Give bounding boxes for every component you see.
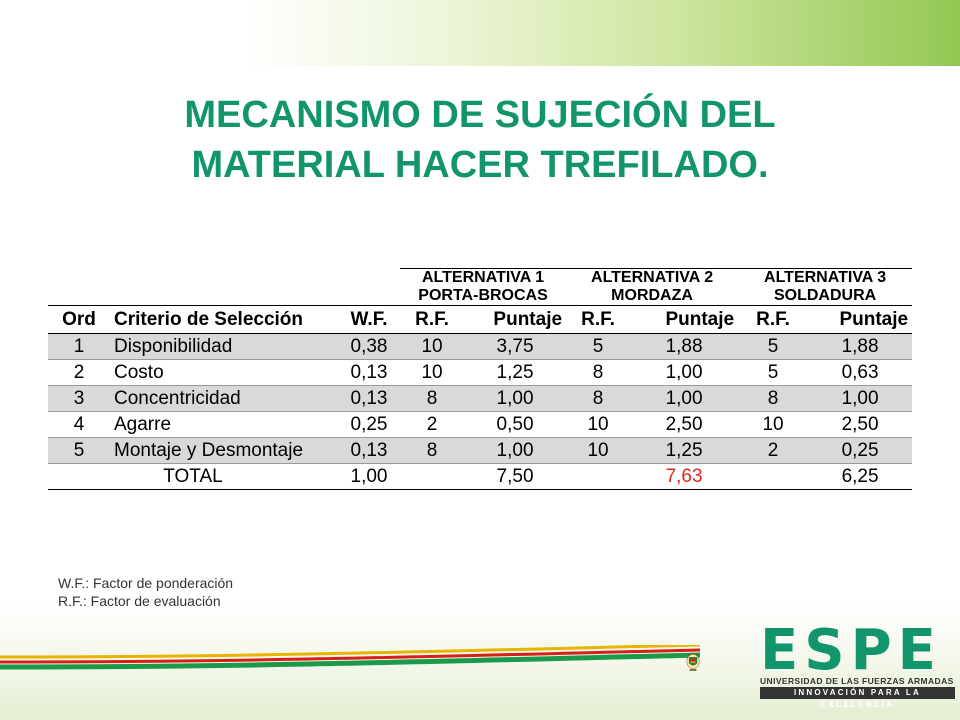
header-ord: Ord — [48, 305, 110, 334]
title-line-2: MATERIAL HACER TREFILADO. — [191, 144, 769, 186]
cell-puntaje-3: 1,00 — [808, 385, 913, 412]
total-alternative-3: 6,25 — [808, 463, 913, 490]
cell-ord: 5 — [48, 437, 110, 464]
header-rf-1: R.F. — [400, 305, 465, 334]
cell-criterio: Concentricidad — [110, 385, 338, 412]
cell-rf-2: 8 — [566, 359, 631, 386]
cell-rf-1: 8 — [400, 385, 465, 412]
alternative-3-header: ALTERNATIVA 3 SOLDADURA — [738, 268, 913, 306]
table-row: 2 Costo 0,13 10 1,25 8 1,00 5 0,63 — [48, 359, 913, 386]
blank-cell — [400, 463, 465, 490]
cell-criterio: Costo — [110, 359, 338, 386]
legend-notes: W.F.: Factor de ponderación R.F.: Factor… — [58, 574, 233, 610]
cell-puntaje-2: 1,88 — [630, 333, 739, 360]
cell-rf-2: 8 — [566, 385, 631, 412]
cell-puntaje-1: 1,25 — [464, 359, 567, 386]
cell-ord: 2 — [48, 359, 110, 386]
cell-rf-3: 2 — [738, 437, 809, 464]
cell-wf: 0,13 — [338, 359, 401, 386]
cell-criterio: Agarre — [110, 411, 338, 438]
evaluation-table-container: ALTERNATIVA 1 PORTA-BROCAS ALTERNATIVA 2… — [48, 268, 913, 490]
note-rf: R.F.: Factor de evaluación — [58, 593, 221, 609]
title-line-1: MECANISMO DE SUJECIÓN DEL — [184, 94, 776, 136]
table-row: 1 Disponibilidad 0,38 10 3,75 5 1,88 5 1… — [48, 333, 913, 360]
cell-rf-1: 10 — [400, 333, 465, 360]
cell-rf-3: 5 — [738, 333, 809, 360]
alternative-2-header: ALTERNATIVA 2 MORDAZA — [566, 268, 739, 306]
header-wf: W.F. — [338, 305, 401, 334]
cell-rf-2: 5 — [566, 333, 631, 360]
espe-crest-icon — [686, 653, 700, 671]
cell-puntaje-3: 2,50 — [808, 411, 913, 438]
blank-cell — [566, 463, 631, 490]
header-rf-3: R.F. — [738, 305, 809, 334]
university-tagline: INNOVACIÓN PARA LA EXCELENCIA — [760, 687, 955, 709]
alternative-2-label: ALTERNATIVA 2 — [591, 269, 714, 287]
cell-wf: 0,13 — [338, 437, 401, 464]
cell-puntaje-2: 2,50 — [630, 411, 739, 438]
evaluation-table: ALTERNATIVA 1 PORTA-BROCAS ALTERNATIVA 2… — [48, 268, 913, 490]
cell-criterio: Montaje y Desmontaje — [110, 437, 338, 464]
cell-ord: 3 — [48, 385, 110, 412]
cell-wf: 0,38 — [338, 333, 401, 360]
header-gradient-band — [0, 0, 960, 66]
alternatives-header-row: ALTERNATIVA 1 PORTA-BROCAS ALTERNATIVA 2… — [48, 268, 913, 306]
cell-rf-3: 10 — [738, 411, 809, 438]
cell-ord: 4 — [48, 411, 110, 438]
total-alternative-2-highlight: 7,63 — [630, 463, 739, 490]
blank-cell — [48, 269, 400, 306]
cell-puntaje-1: 3,75 — [464, 333, 567, 360]
cell-rf-2: 10 — [566, 437, 631, 464]
university-name: UNIVERSIDAD DE LAS FUERZAS ARMADAS — [760, 676, 954, 686]
cell-puntaje-2: 1,00 — [630, 385, 739, 412]
cell-rf-1: 2 — [400, 411, 465, 438]
cell-puntaje-3: 0,63 — [808, 359, 913, 386]
slide-title: MECANISMO DE SUJECIÓN DEL MATERIAL HACER… — [80, 90, 880, 190]
cell-rf-3: 8 — [738, 385, 809, 412]
cell-rf-1: 10 — [400, 359, 465, 386]
cell-puntaje-2: 1,00 — [630, 359, 739, 386]
total-alternative-1: 7,50 — [464, 463, 567, 490]
cell-puntaje-1: 0,50 — [464, 411, 567, 438]
cell-criterio: Disponibilidad — [110, 333, 338, 360]
cell-puntaje-2: 1,25 — [630, 437, 739, 464]
header-puntaje-1: Puntaje — [464, 305, 567, 334]
cell-rf-2: 10 — [566, 411, 631, 438]
header-criterio: Criterio de Selección — [110, 305, 338, 334]
decorative-stripes — [0, 645, 700, 670]
espe-logo-text: ESPE — [760, 618, 942, 683]
alternative-1-name: PORTA-BROCAS — [418, 287, 548, 304]
header-puntaje-3: Puntaje — [808, 305, 913, 334]
alternative-3-label: ALTERNATIVA 3 — [764, 269, 887, 287]
alternative-1-header: ALTERNATIVA 1 PORTA-BROCAS — [400, 268, 567, 306]
blank-cell — [738, 463, 809, 490]
column-header-row: Ord Criterio de Selección W.F. R.F. Punt… — [48, 305, 913, 334]
total-label: TOTAL — [48, 463, 338, 490]
cell-ord: 1 — [48, 333, 110, 360]
cell-rf-3: 5 — [738, 359, 809, 386]
cell-puntaje-1: 1,00 — [464, 437, 567, 464]
alternative-2-name: MORDAZA — [611, 287, 693, 304]
alternative-3-name: SOLDADURA — [773, 287, 877, 304]
total-row: TOTAL 1,00 7,50 7,63 6,25 — [48, 463, 913, 490]
cell-rf-1: 8 — [400, 437, 465, 464]
cell-puntaje-3: 1,88 — [808, 333, 913, 360]
table-row: 5 Montaje y Desmontaje 0,13 8 1,00 10 1,… — [48, 437, 913, 464]
header-rf-2: R.F. — [566, 305, 631, 334]
cell-puntaje-1: 1,00 — [464, 385, 567, 412]
header-puntaje-2: Puntaje — [630, 305, 739, 334]
cell-wf: 0,25 — [338, 411, 401, 438]
note-wf: W.F.: Factor de ponderación — [58, 575, 234, 591]
alternative-1-label: ALTERNATIVA 1 — [422, 269, 545, 287]
table-row: 4 Agarre 0,25 2 0,50 10 2,50 10 2,50 — [48, 411, 913, 438]
cell-puntaje-3: 0,25 — [808, 437, 913, 464]
total-wf: 1,00 — [338, 463, 401, 490]
cell-wf: 0,13 — [338, 385, 401, 412]
table-row: 3 Concentricidad 0,13 8 1,00 8 1,00 8 1,… — [48, 385, 913, 412]
